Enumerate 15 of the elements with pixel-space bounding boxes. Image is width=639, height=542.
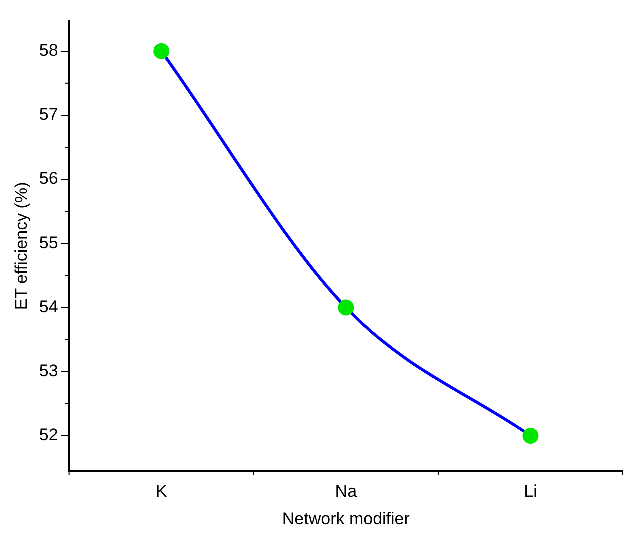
y-tick-label: 54 <box>39 297 58 316</box>
point <box>154 43 170 60</box>
y-axis-title: ET efficiency (%) <box>12 182 31 310</box>
y-tick-label: 58 <box>39 41 58 60</box>
y-tick-label: 52 <box>39 426 58 445</box>
point <box>338 300 354 316</box>
x-axis-title: Network modifier <box>282 509 410 528</box>
y-tick-label: 57 <box>39 105 58 124</box>
x-tick-label: Li <box>524 482 538 502</box>
y-tick-label: 53 <box>39 362 58 381</box>
x-tick-label: Na <box>335 482 358 502</box>
x-tick-label: K <box>156 482 168 502</box>
y-tick-label: 56 <box>39 169 58 188</box>
point <box>522 428 539 444</box>
y-tick-label: 55 <box>39 233 58 252</box>
